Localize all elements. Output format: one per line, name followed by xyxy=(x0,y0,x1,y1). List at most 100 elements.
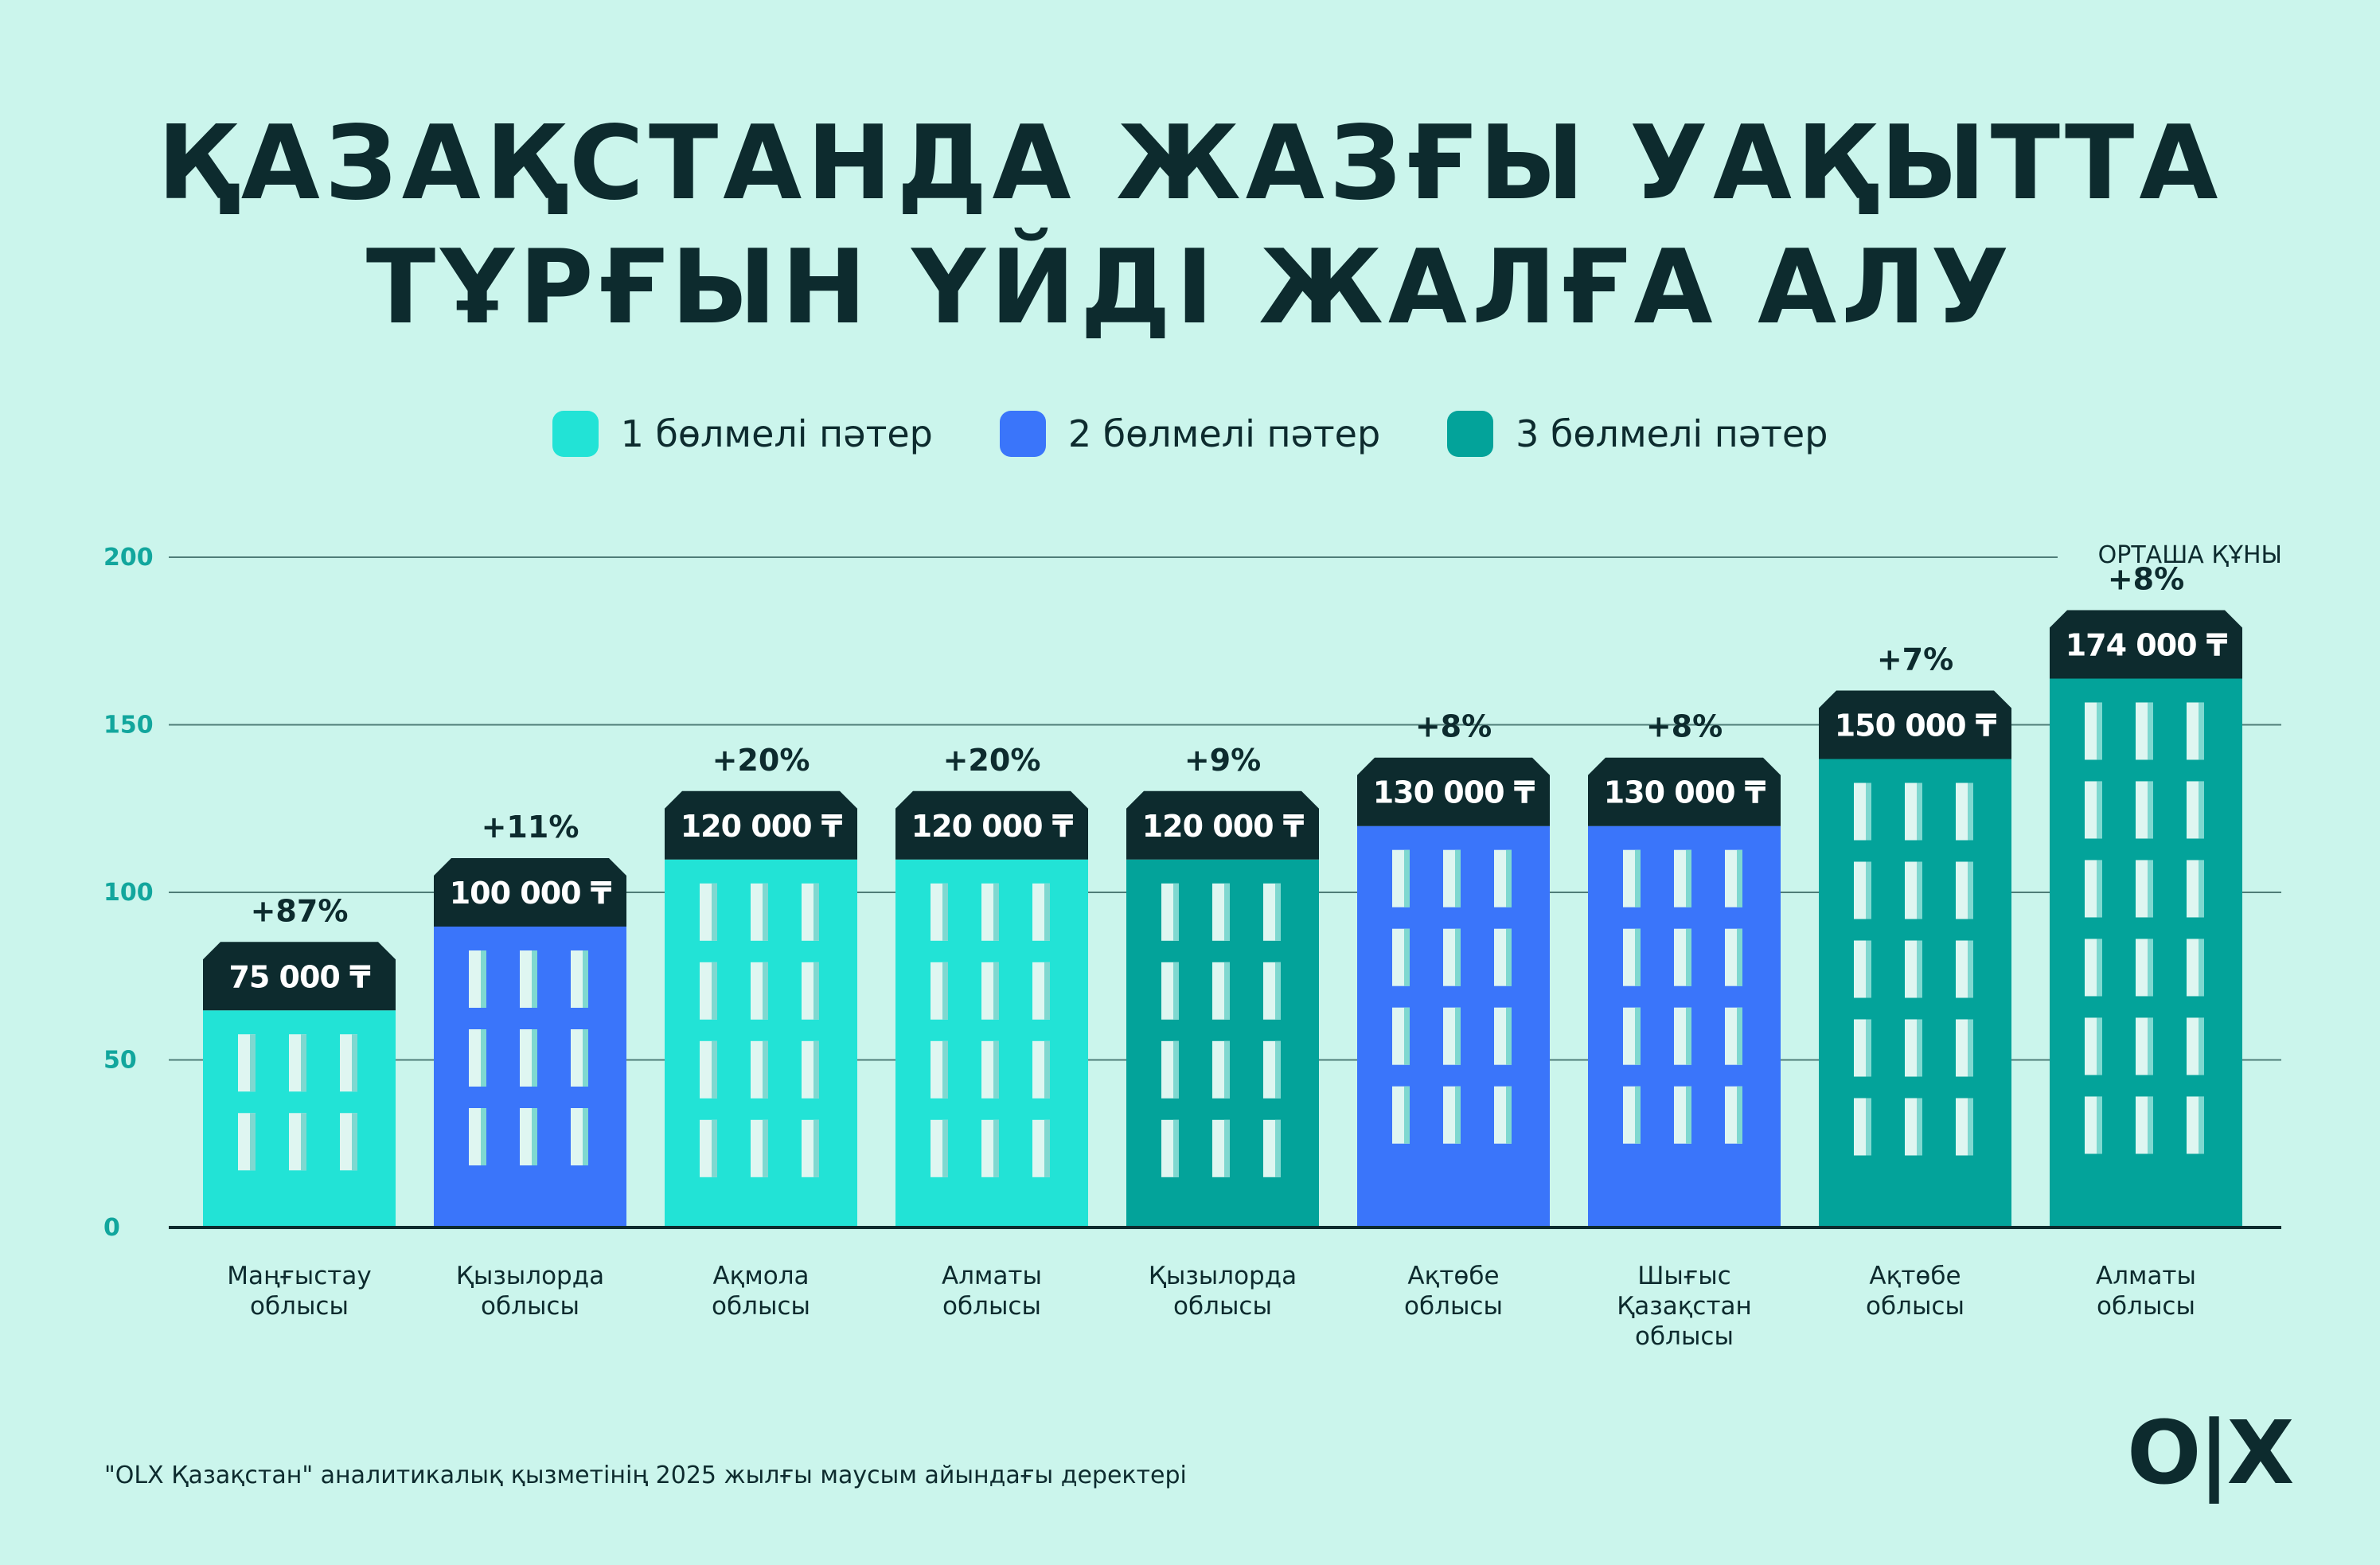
bar-window-shade xyxy=(1044,1040,1050,1099)
bar-price-label: 120 000 ₸ xyxy=(1142,809,1304,844)
bar-window-shade xyxy=(250,1113,256,1171)
bar-window-shade xyxy=(2199,860,2204,918)
bar-change-label: +8% xyxy=(2108,561,2184,596)
x-category-label: Қызылорда xyxy=(1149,1262,1297,1290)
bar-window-shade xyxy=(1917,1019,1922,1077)
bar-change-label: +87% xyxy=(251,893,349,928)
bar-price-label: 174 000 ₸ xyxy=(2066,627,2227,662)
x-category-label: Алматы xyxy=(2096,1262,2196,1290)
bar-window-shade xyxy=(1635,928,1641,986)
bar-roof xyxy=(1819,690,2011,759)
bar-price-label: 120 000 ₸ xyxy=(681,809,842,844)
bar-price-label: 130 000 ₸ xyxy=(1373,775,1535,810)
bar-window-shade xyxy=(763,1119,768,1177)
bar-window-shade xyxy=(1866,940,1871,998)
x-category-label: Қазақстан xyxy=(1617,1292,1752,1321)
bar-window-shade xyxy=(1173,1119,1179,1177)
bar-window-shade xyxy=(1917,940,1922,998)
bar-window-shade xyxy=(1968,940,1973,998)
bar-window-shade xyxy=(2097,1096,2102,1154)
legend-label-1-room: 1 бөлмелі пәтер xyxy=(620,412,933,455)
bar-window-shade xyxy=(2199,939,2204,997)
bar-window-shade xyxy=(1866,861,1871,919)
bar-window-shade xyxy=(301,1034,306,1092)
bar-window-shade xyxy=(2097,781,2102,839)
bar-window-shade xyxy=(1506,1086,1512,1144)
legend-item-3-room: 3 бөлмелі пәтер xyxy=(1447,411,1828,457)
bar-roof xyxy=(1357,757,1550,826)
bar-window-shade xyxy=(1968,782,1973,841)
bar-window-shade xyxy=(1737,1007,1742,1065)
bar-window-shade xyxy=(763,1040,768,1099)
bar-window-shade xyxy=(2097,1017,2102,1075)
y-tick-label-0: 0 xyxy=(103,1214,120,1242)
bar-roof xyxy=(895,790,1088,860)
bar-window-shade xyxy=(1968,1019,1973,1077)
bar-window-shade xyxy=(2199,1017,2204,1075)
bar-window-shade xyxy=(2199,781,2204,839)
bar-window-shade xyxy=(942,883,948,941)
bar-window-shade xyxy=(813,1040,819,1099)
bar-window-shade xyxy=(301,1113,306,1171)
bar-roof xyxy=(665,790,857,860)
bar-window-shade xyxy=(763,962,768,1020)
x-category-label: Ақтөбе xyxy=(1407,1262,1499,1290)
bar-window-shade xyxy=(1173,1040,1179,1099)
bar-window-shade xyxy=(1224,1119,1230,1177)
bar-window-shade xyxy=(532,950,537,1008)
bar-window-shade xyxy=(1224,1040,1230,1099)
bar-window-shade xyxy=(1737,849,1742,907)
bar-window-shade xyxy=(1404,1007,1410,1065)
bar-window-shade xyxy=(2097,939,2102,997)
chart-title: ҚАЗАҚСТАНДА ЖАЗҒЫ УАҚЫТТА ТҰРҒЫН ҮЙДІ ЖА… xyxy=(0,102,2380,350)
bar-window-shade xyxy=(993,962,999,1020)
bar-window-shade xyxy=(2199,1096,2204,1154)
bar-window-shade xyxy=(942,1119,948,1177)
bar-window-shade xyxy=(2097,860,2102,918)
bar-window-shade xyxy=(2148,939,2153,997)
bar-window-shade xyxy=(1866,1098,1871,1156)
bar-window-shade xyxy=(712,1040,717,1099)
bar-roof xyxy=(2050,610,2242,679)
bar-window-shade xyxy=(481,1029,486,1087)
bar-window-shade xyxy=(942,1040,948,1099)
bar-window-shade xyxy=(1044,1119,1050,1177)
bar-window-shade xyxy=(2097,702,2102,760)
bar-window-shade xyxy=(1866,782,1871,841)
chart-title-line-2: ТҰРҒЫН ҮЙДІ ЖАЛҒА АЛУ xyxy=(365,228,2015,347)
bar-window-shade xyxy=(1275,883,1281,941)
x-category-label: облысы xyxy=(1635,1322,1734,1351)
bar-window-shade xyxy=(712,883,717,941)
legend-label-2-room: 2 бөлмелі пәтер xyxy=(1067,412,1381,455)
bar-price-label: 130 000 ₸ xyxy=(1604,775,1765,810)
x-category-label: облысы xyxy=(942,1292,1041,1321)
bar-window-shade xyxy=(2148,860,2153,918)
bar-window-shade xyxy=(1404,928,1410,986)
bar-window-shade xyxy=(532,1029,537,1087)
bar-window-shade xyxy=(583,1108,588,1165)
x-category-label: облысы xyxy=(481,1292,579,1321)
x-category-label: облысы xyxy=(250,1292,349,1321)
y-tick-label-200: 200 xyxy=(103,544,154,572)
bar-window-shade xyxy=(1044,962,1050,1020)
bar-window-shade xyxy=(1917,1098,1922,1156)
bar-window-shade xyxy=(583,1029,588,1087)
bar-window-shade xyxy=(1686,849,1691,907)
x-category-label: облысы xyxy=(1866,1292,1964,1321)
legend-swatch-1-room xyxy=(552,411,599,457)
bar-window-shade xyxy=(1686,1007,1691,1065)
x-category-label: облысы xyxy=(1173,1292,1272,1321)
x-category-label: Қызылорда xyxy=(456,1262,604,1290)
bar-roof xyxy=(1126,790,1319,860)
chart-title-line-1: ҚАЗАҚСТАНДА ЖАЗҒЫ УАҚЫТТА xyxy=(157,104,2223,223)
bar-window-shade xyxy=(813,1119,819,1177)
bar-window-shade xyxy=(1866,1019,1871,1077)
legend-swatch-3-room xyxy=(1447,411,1494,457)
bar-change-label: +11% xyxy=(482,810,579,845)
bar-window-shade xyxy=(993,1119,999,1177)
bar-window-shade xyxy=(1224,962,1230,1020)
